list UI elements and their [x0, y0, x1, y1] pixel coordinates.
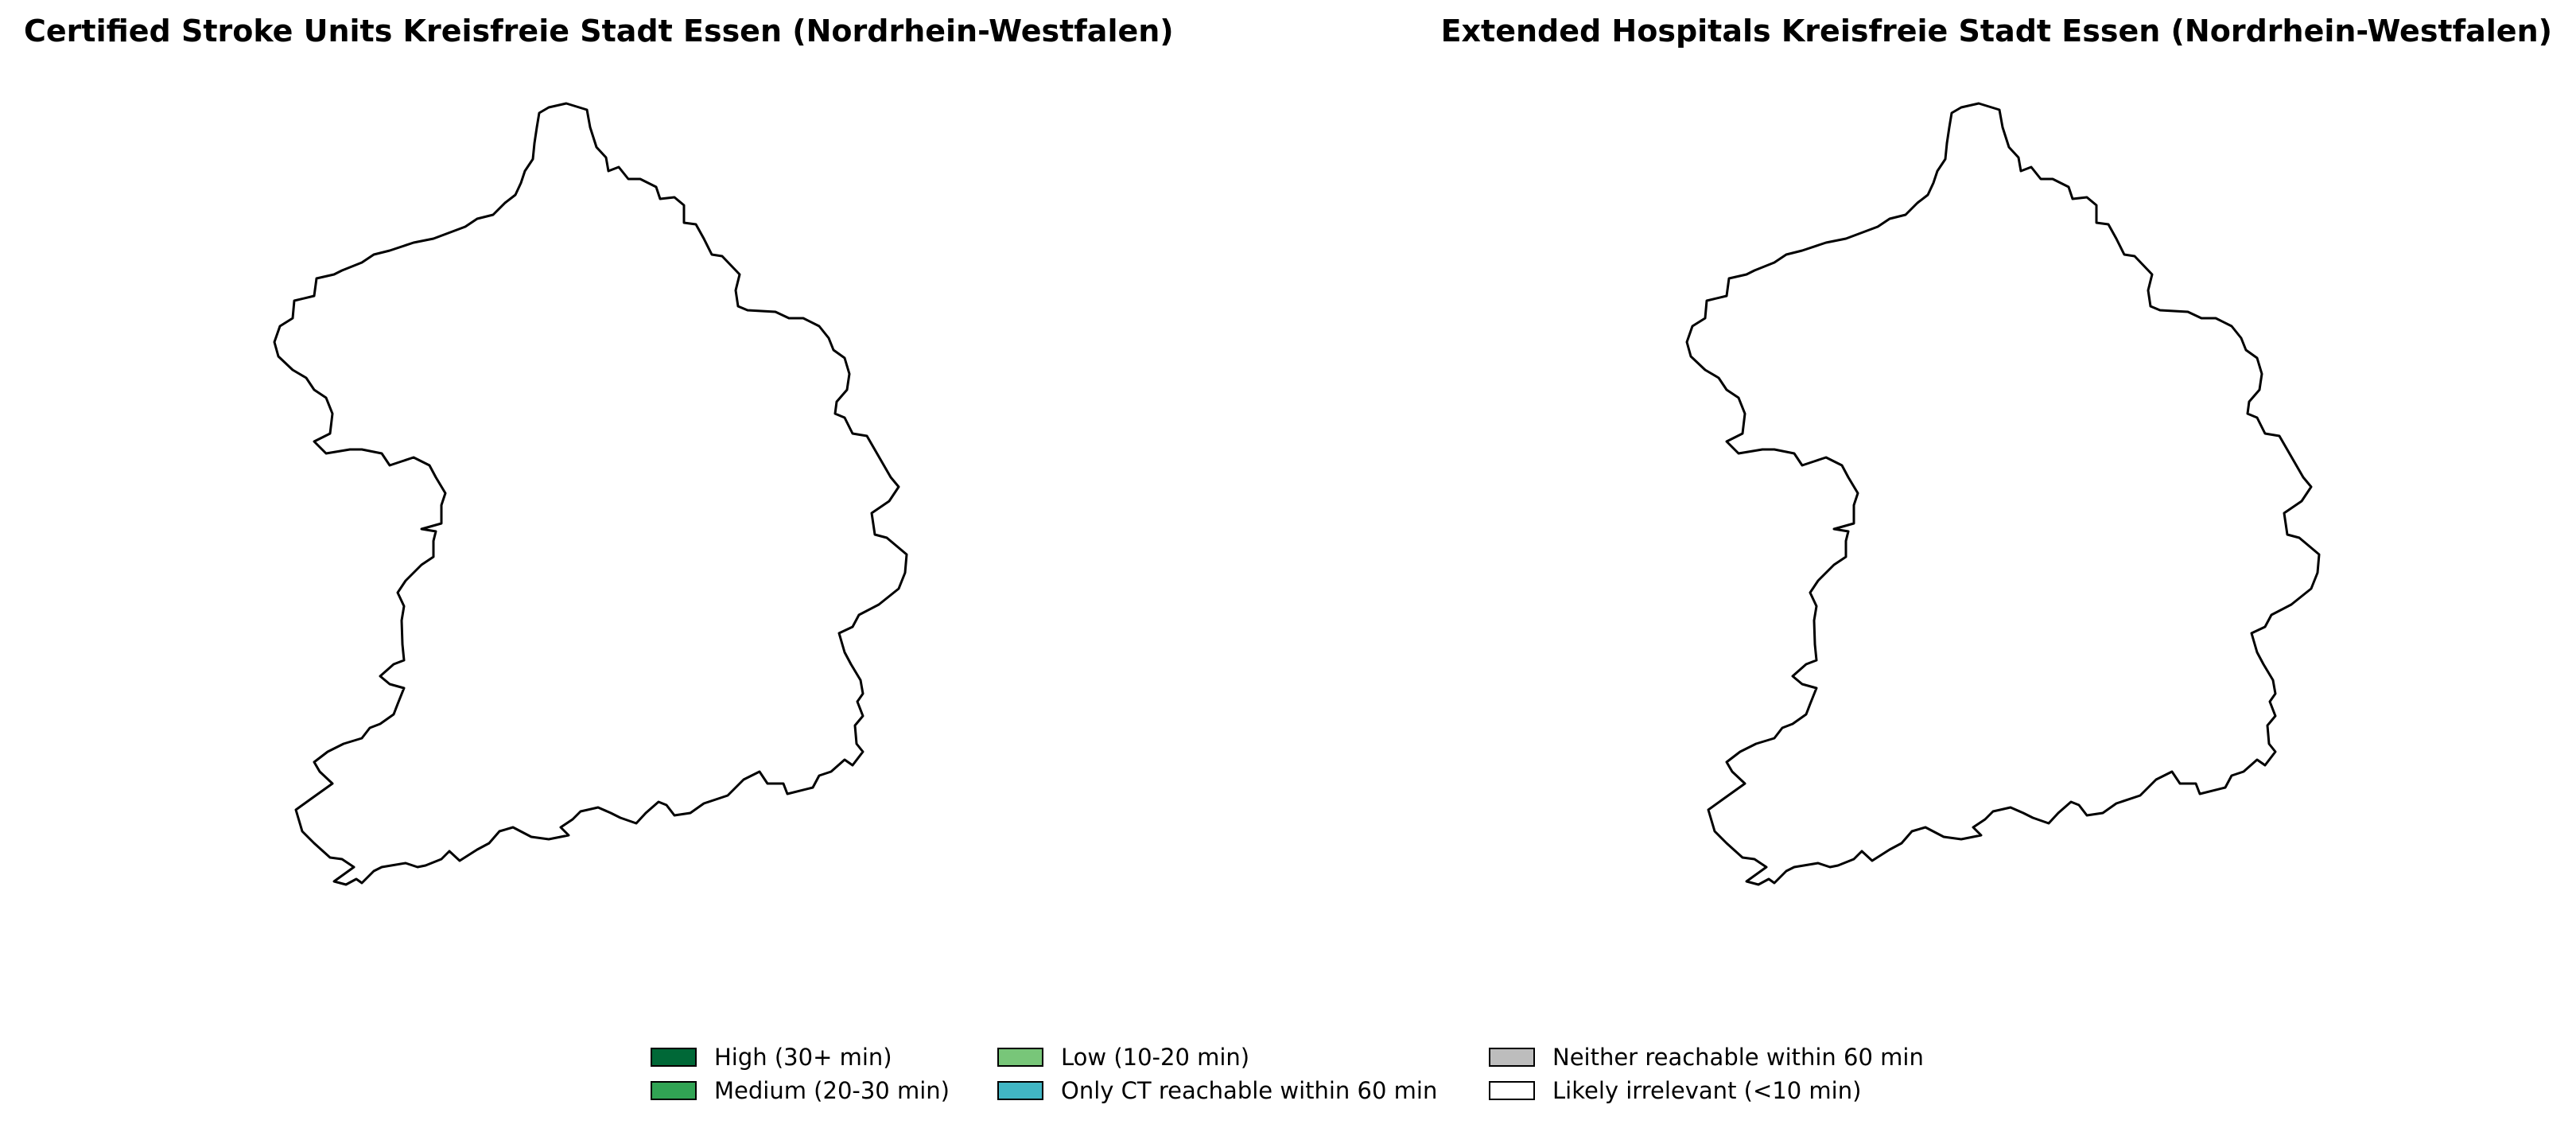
legend-label: Medium (20-30 min): [714, 1076, 950, 1104]
map-title-stroke-units: Certified Stroke Units Kreisfreie Stadt …: [24, 14, 1174, 49]
legend-item-medium: Medium (20-30 min): [651, 1079, 950, 1103]
legend: High (30+ min) Medium (20-30 min) Low (1…: [644, 1042, 1956, 1122]
map-extended-hospitals: [1685, 102, 2321, 886]
legend-item-high: High (30+ min): [651, 1045, 892, 1069]
legend-item-low: Low (10-20 min): [997, 1045, 1249, 1069]
legend-swatch: [997, 1081, 1043, 1100]
legend-item-neither: Neither reachable within 60 min: [1489, 1045, 1924, 1069]
legend-item-only-ct: Only CT reachable within 60 min: [997, 1079, 1437, 1103]
legend-label: High (30+ min): [714, 1043, 892, 1071]
legend-swatch: [651, 1048, 697, 1067]
legend-item-irrelevant: Likely irrelevant (<10 min): [1489, 1079, 1861, 1103]
essen-boundary: [273, 102, 908, 886]
legend-swatch: [1489, 1048, 1535, 1067]
map-stroke-units: [273, 102, 908, 886]
essen-boundary: [1685, 102, 2321, 886]
legend-label: Low (10-20 min): [1061, 1043, 1250, 1071]
legend-swatch: [651, 1081, 697, 1100]
legend-label: Only CT reachable within 60 min: [1061, 1076, 1438, 1104]
legend-label: Likely irrelevant (<10 min): [1552, 1076, 1862, 1104]
map-title-extended-hospitals: Extended Hospitals Kreisfreie Stadt Esse…: [1440, 14, 2552, 49]
legend-swatch: [997, 1048, 1043, 1067]
legend-label: Neither reachable within 60 min: [1552, 1043, 1924, 1071]
legend-swatch: [1489, 1081, 1535, 1100]
